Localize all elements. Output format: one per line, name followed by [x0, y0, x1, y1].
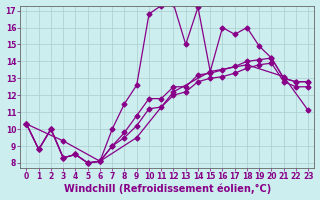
X-axis label: Windchill (Refroidissement éolien,°C): Windchill (Refroidissement éolien,°C)	[64, 184, 271, 194]
